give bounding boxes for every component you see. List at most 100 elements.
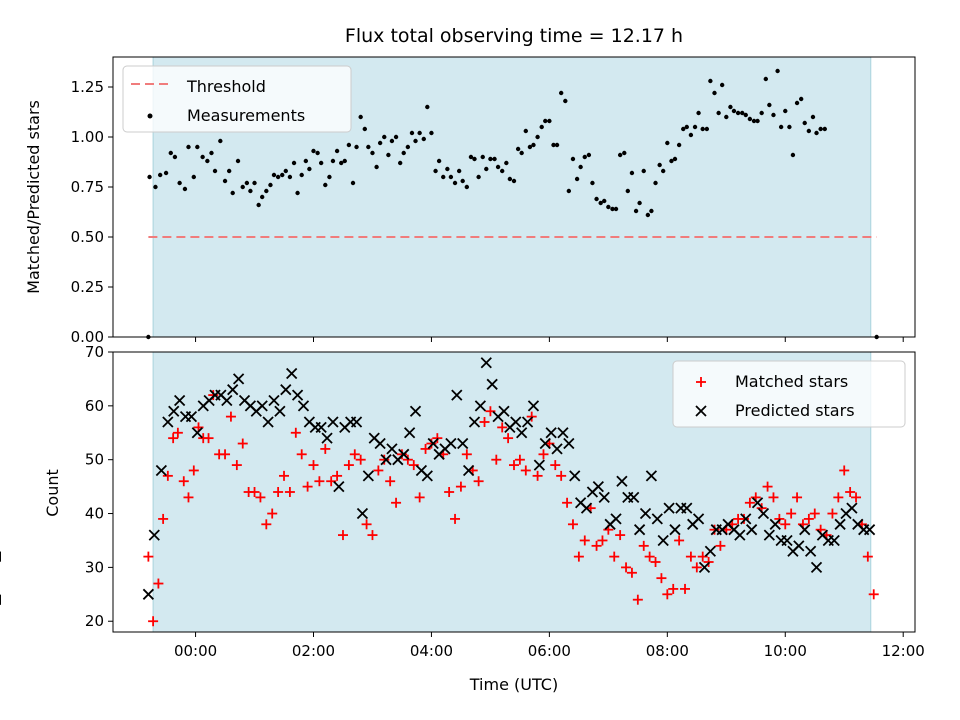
predicted-star-point [148,529,160,541]
predicted-star-point-b [781,534,793,547]
predicted-star-point-b [356,507,369,520]
predicted-star-point [356,507,369,520]
matched-star-point [744,497,755,508]
measurement-point [472,156,477,162]
measurement-point [594,196,599,202]
measurement-point [633,208,639,214]
matched-star-point [839,465,850,476]
predicted-star-point-b [368,432,380,444]
measurement-point [778,124,784,130]
predicted-star-point-b [421,470,433,482]
predicted-star-point [280,384,292,396]
measurement-point [280,172,285,178]
matched-star-point [503,433,514,444]
measurement-point [507,176,513,182]
measurement-point [551,142,556,148]
measurement-point [182,186,188,192]
measurement-point [728,104,733,110]
predicted-star-point-b [521,416,534,428]
predicted-star-point [510,416,522,428]
predicted-star-point [286,367,298,380]
predicted-star-point [751,497,764,509]
matched-star-point [833,492,844,503]
predicted-star-point-b [846,502,858,514]
predicted-star-point-b [427,437,439,450]
predicted-star-point-b [527,400,540,412]
measurement-point [602,198,607,204]
measurement-point [218,138,223,144]
predicted-star-point-b [663,502,675,514]
predicted-star-point [457,437,469,450]
measurement-point [476,174,481,180]
matched-star-point [851,492,862,503]
measurement-point [570,156,576,162]
matched-star-point [172,427,183,438]
predicted-star-point-b [751,497,764,509]
legend-measurement-marker [147,113,153,119]
predicted-star-point [598,491,610,504]
measurement-point [755,118,760,124]
matched-star-point [296,449,307,460]
x-tick-label: 00:00 [174,642,217,660]
predicted-star-point-b [480,357,492,369]
predicted-star-point [651,513,663,525]
measurement-point [303,158,309,164]
measurement-point [323,182,328,188]
matched-star-point [355,454,366,465]
measurement-point [822,126,827,132]
predicted-star-point [610,513,622,525]
predicted-star-point [297,400,310,412]
predicted-star-point-b [592,480,604,493]
predicted-star-point-b [580,502,593,514]
measurement-point [672,156,678,162]
predicted-star-point [793,540,805,552]
predicted-star-point [545,427,557,439]
predicted-star-point [557,427,569,439]
matched-star-point [845,487,856,497]
measurement-point [370,150,375,156]
measurement-point [566,188,572,194]
matched-star-point [780,519,791,530]
measurement-point [256,202,261,208]
measurement-point [802,120,807,126]
y-tick-label: 0.25 [71,278,104,296]
measurement-point [382,134,387,140]
predicted-star-point-b [639,507,652,520]
predicted-star-point-b [297,400,310,412]
matched-star-point [308,460,319,471]
predicted-star-point [333,480,345,493]
matched-star-point [203,433,214,444]
predicted-star-point-b [545,427,557,439]
measurement-point [460,178,465,184]
measurement-point [531,142,536,148]
measurement-point [209,150,214,156]
predicted-star-point [427,437,439,450]
measurement-point [405,144,411,150]
measurement-point [377,140,383,146]
predicted-star-point-b [286,367,298,380]
predicted-star-point [350,416,363,428]
matched-star-point [656,573,667,584]
measurement-point [448,174,454,180]
measurement-point [684,124,689,130]
predicted-star-point-b [327,416,339,428]
predicted-star-point-b [280,384,292,396]
predicted-star-point-b [692,513,705,525]
measurement-point [334,148,340,154]
predicted-star-point-b [681,502,693,514]
measurement-point [484,166,489,172]
y-tick-label: 70 [85,343,104,361]
predicted-star-point [698,561,711,574]
predicted-star-point [474,400,487,412]
matched-star-point [158,513,169,524]
predicted-star-point-b [510,416,522,428]
x-tick-label: 02:00 [292,642,335,660]
predicted-star-point-b [462,464,475,477]
predicted-star-point-b [374,437,386,450]
predicted-star-point [321,432,333,444]
predicted-star-point [421,470,433,482]
predicted-star-point-b [486,378,498,390]
measurement-point [775,68,780,74]
matched-star-point [279,470,290,481]
measurement-point [578,164,583,170]
